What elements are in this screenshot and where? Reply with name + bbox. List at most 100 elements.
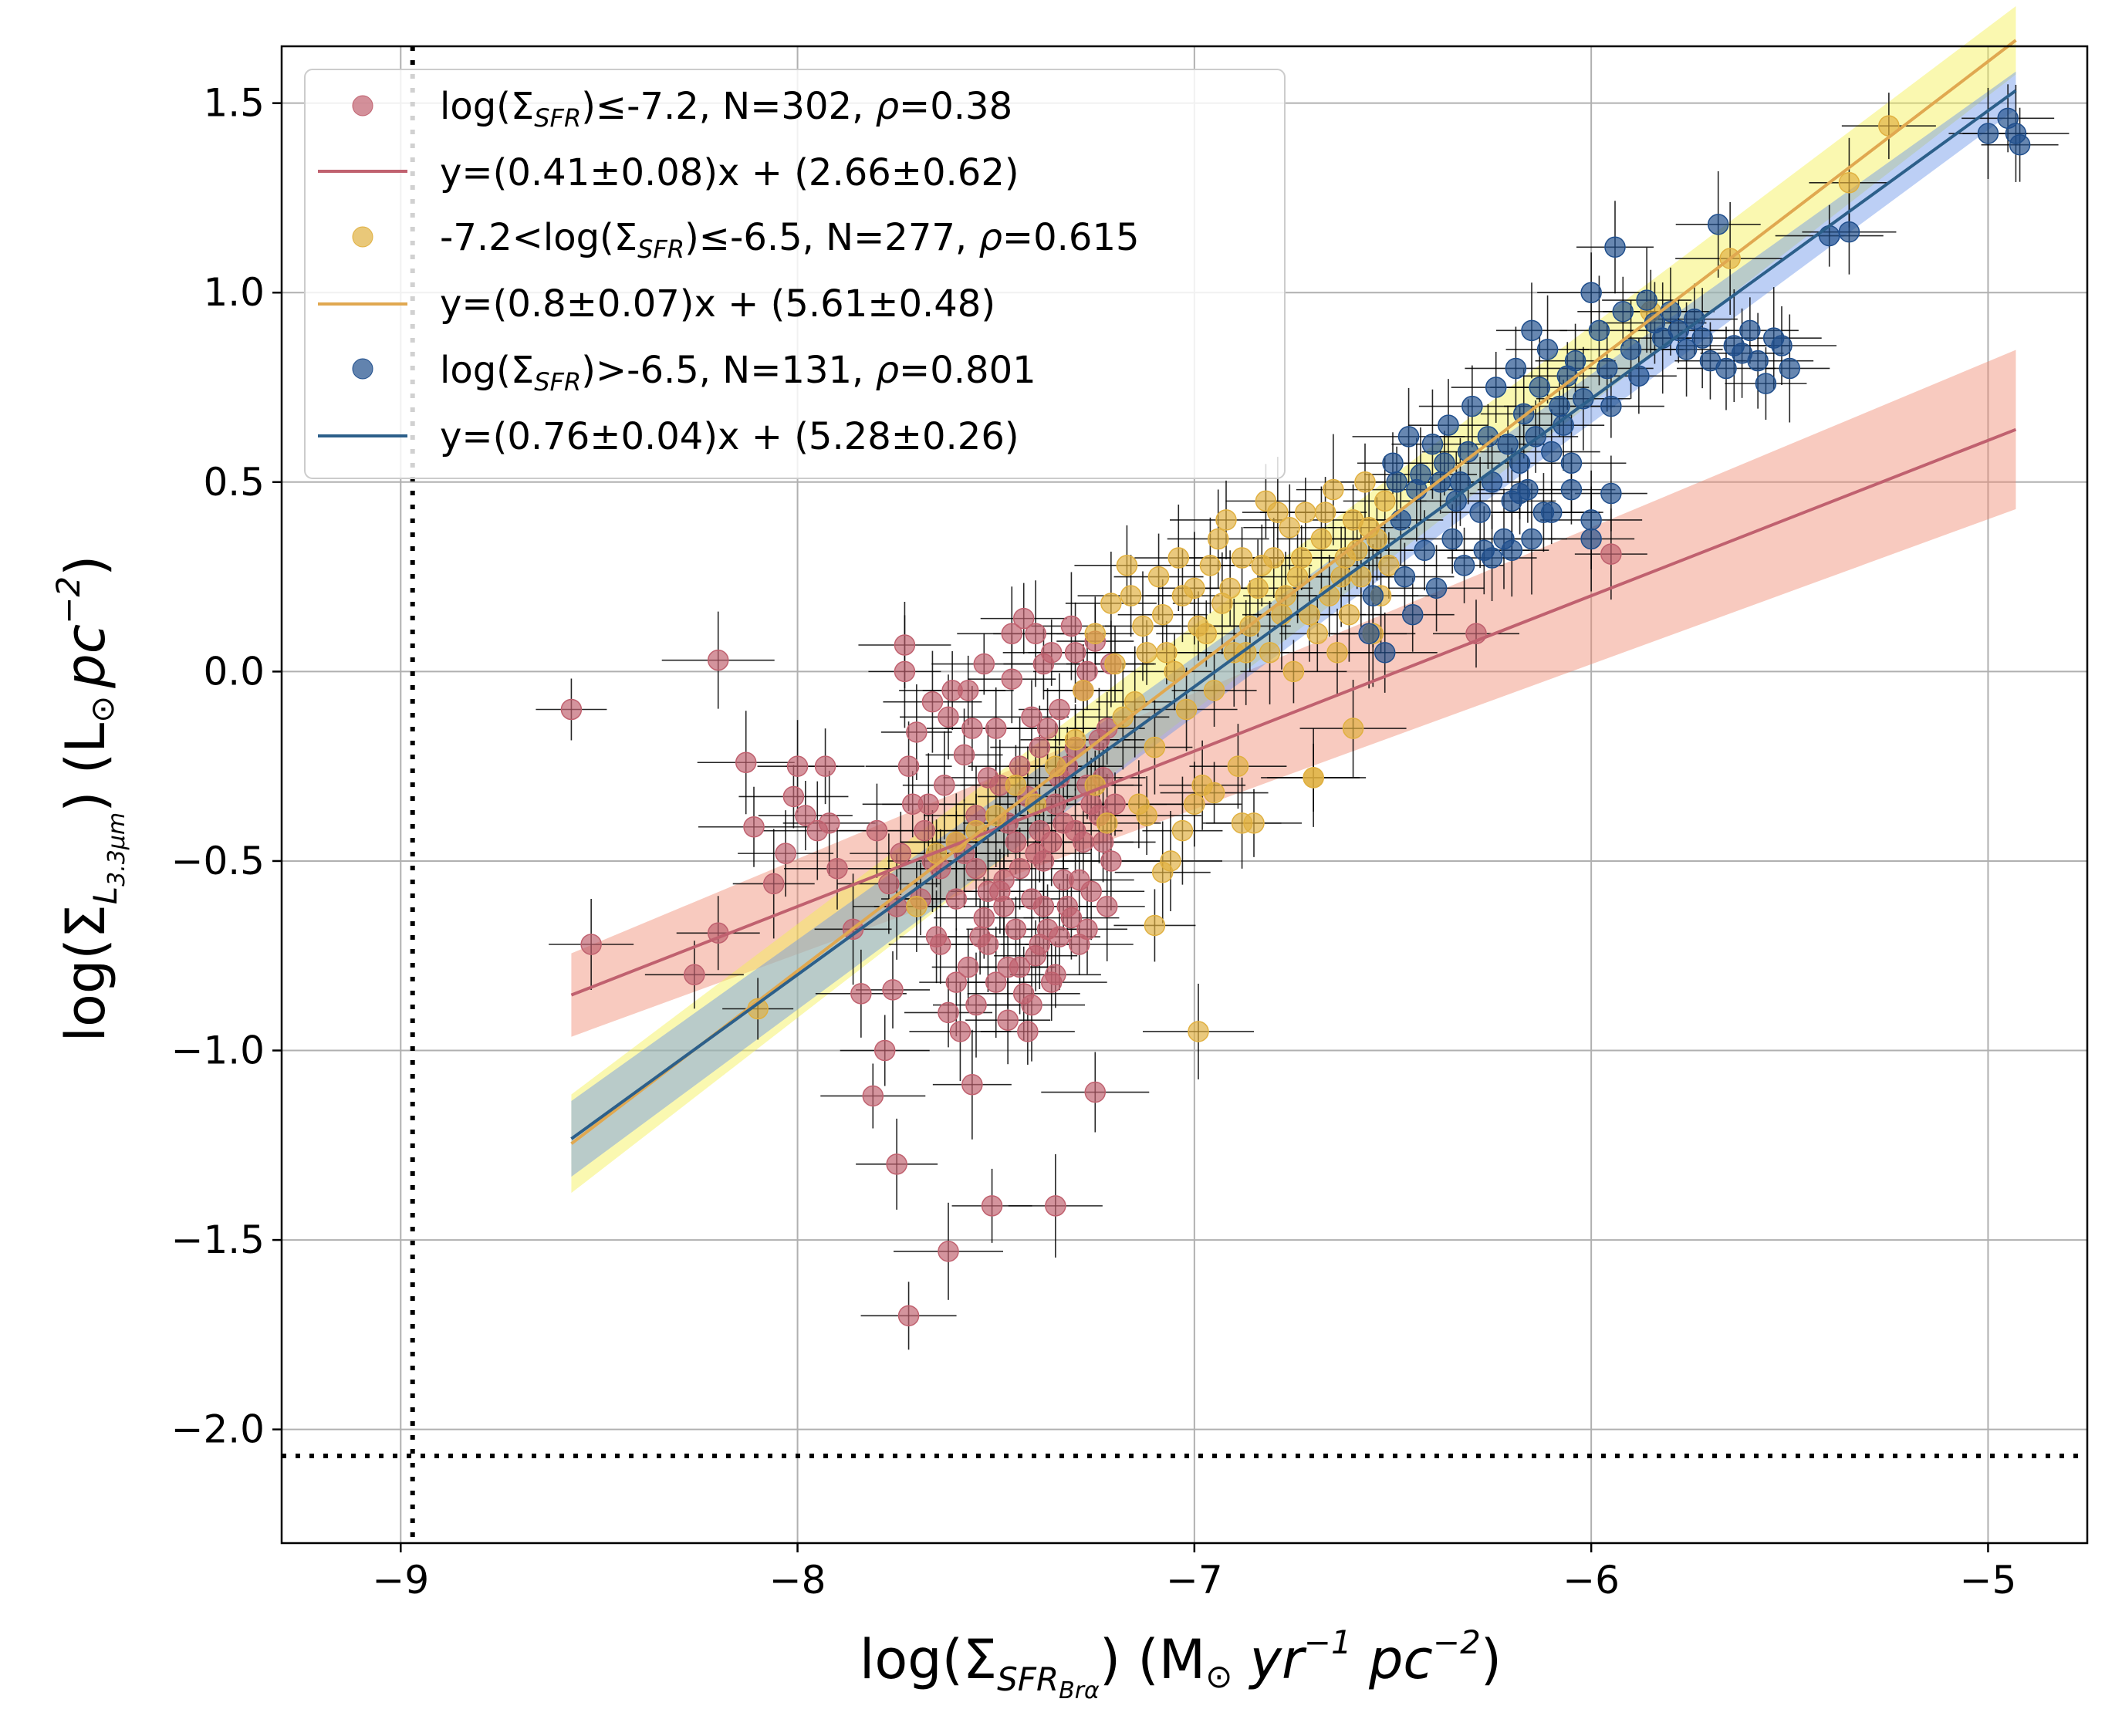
data-point-mid [1005,774,1027,796]
data-point-low [985,971,1007,993]
data-point-mid [1147,566,1170,588]
data-point-high [1691,327,1713,349]
data-point-high [1755,373,1777,394]
data-point-low [921,691,944,713]
data-point-mid [1231,547,1253,569]
data-point-high [1668,319,1690,342]
data-point-high [1675,339,1698,360]
data-point-high [1600,395,1622,417]
data-point-mid [1314,502,1336,523]
data-point-high [1684,308,1705,330]
data-point-low [1104,793,1126,816]
data-point-mid [1338,603,1360,626]
x-tick-label: −9 [372,1558,429,1603]
data-point-high [1394,566,1416,588]
data-point-low [1040,831,1063,853]
data-point-low [1100,850,1122,872]
data-point-mid [1199,555,1222,576]
data-point-high [1560,452,1583,475]
data-point-high [1540,502,1563,523]
data-point-high [1838,221,1860,243]
data-point-low [945,971,968,993]
data-point-low [1600,543,1622,565]
data-point-high [1818,225,1840,247]
data-point-low [1009,858,1031,880]
data-point-low [826,858,848,880]
data-point-mid [1306,623,1329,645]
data-point-mid [1116,555,1138,576]
data-point-high [1397,426,1420,448]
data-point-mid [1215,509,1237,531]
plot-frame [280,45,2089,1545]
data-point-high [1481,547,1503,569]
data-point-mid [1259,642,1281,664]
legend-label-low-fit: y=(0.41±0.08)x + (2.66±0.62) [440,151,1019,194]
data-point-high [2009,133,2031,156]
legend-label-high-points: log(ΣSFR)>-6.5, N=131, ρ=0.801 [440,349,1036,397]
data-point-mid [1290,547,1313,569]
data-point-low [977,934,999,955]
data-point-low [973,907,995,929]
data-point-low [938,706,959,728]
data-point-low [1021,706,1042,728]
data-point-high [1636,289,1657,311]
data-point-low [1049,698,1070,721]
data-point-low [1068,869,1090,891]
fit-lines [570,39,2017,1145]
data-point-high [1604,236,1626,258]
data-point-low [1021,994,1042,1016]
data-point-low [1032,653,1055,675]
data-point-high [1441,528,1463,550]
data-point-low [560,698,583,721]
legend-label-mid-fit: y=(0.8±0.07)x + (5.61±0.48) [440,282,995,326]
data-point-mid [1096,812,1118,834]
data-point-high [1485,377,1507,398]
data-point-high [1382,452,1404,475]
data-point-low [1005,831,1027,853]
data-point-low [684,964,705,986]
data-point-high [1390,509,1412,531]
data-point-low [1017,1021,1039,1042]
data-point-high [1414,539,1435,561]
data-point-mid [1184,793,1205,816]
reference-lines [282,46,2087,1543]
data-point-high [1461,395,1483,417]
data-point-high [1358,623,1380,645]
data-point-mid [1104,653,1126,675]
data-point-high [1509,482,1531,505]
data-point-high [1410,464,1431,485]
data-point-high [1497,433,1519,455]
data-point-mid [985,805,1007,826]
x-tick-label: −5 [1960,1558,2017,1603]
y-axis-label: log(ΣL3.3μm) (L⊙pc−2) [49,556,130,1042]
legend: log(ΣSFR)≤-7.2, N=302, ρ=0.38 y=(0.41±0.… [304,69,1286,479]
data-point-low [961,1073,983,1096]
data-point-mid [1175,698,1198,721]
data-point-mid [1323,478,1344,501]
data-point-low [1029,736,1051,758]
data-point-mid [1303,767,1324,789]
data-point-mid [906,896,928,917]
data-point-mid [1354,471,1376,493]
data-point-low [873,1039,896,1062]
data-point-low [762,873,785,895]
data-point-low [897,755,920,777]
legend-marker-high [352,358,373,380]
legend-label-mid-points: -7.2<log(ΣSFR)≤-6.5, N=277, ρ=0.615 [440,216,1140,264]
y-tick-label: −2.0 [171,1407,265,1452]
data-point-low [997,956,1019,978]
data-point-low [866,819,888,842]
x-axis-label: log(ΣSFRBrα) (M⊙ yr−1 pc−2) [860,1623,1502,1704]
data-point-low [894,660,916,683]
data-point-high [1747,350,1769,372]
data-point-low [934,774,955,796]
data-point-mid [1171,585,1194,606]
data-point-low [981,1195,1003,1217]
data-point-low [878,873,900,895]
data-point-high [1536,339,1559,360]
data-point-low [941,680,963,701]
data-point-high [1620,339,1642,360]
data-point-mid [1235,642,1257,664]
data-point-low [786,755,809,777]
